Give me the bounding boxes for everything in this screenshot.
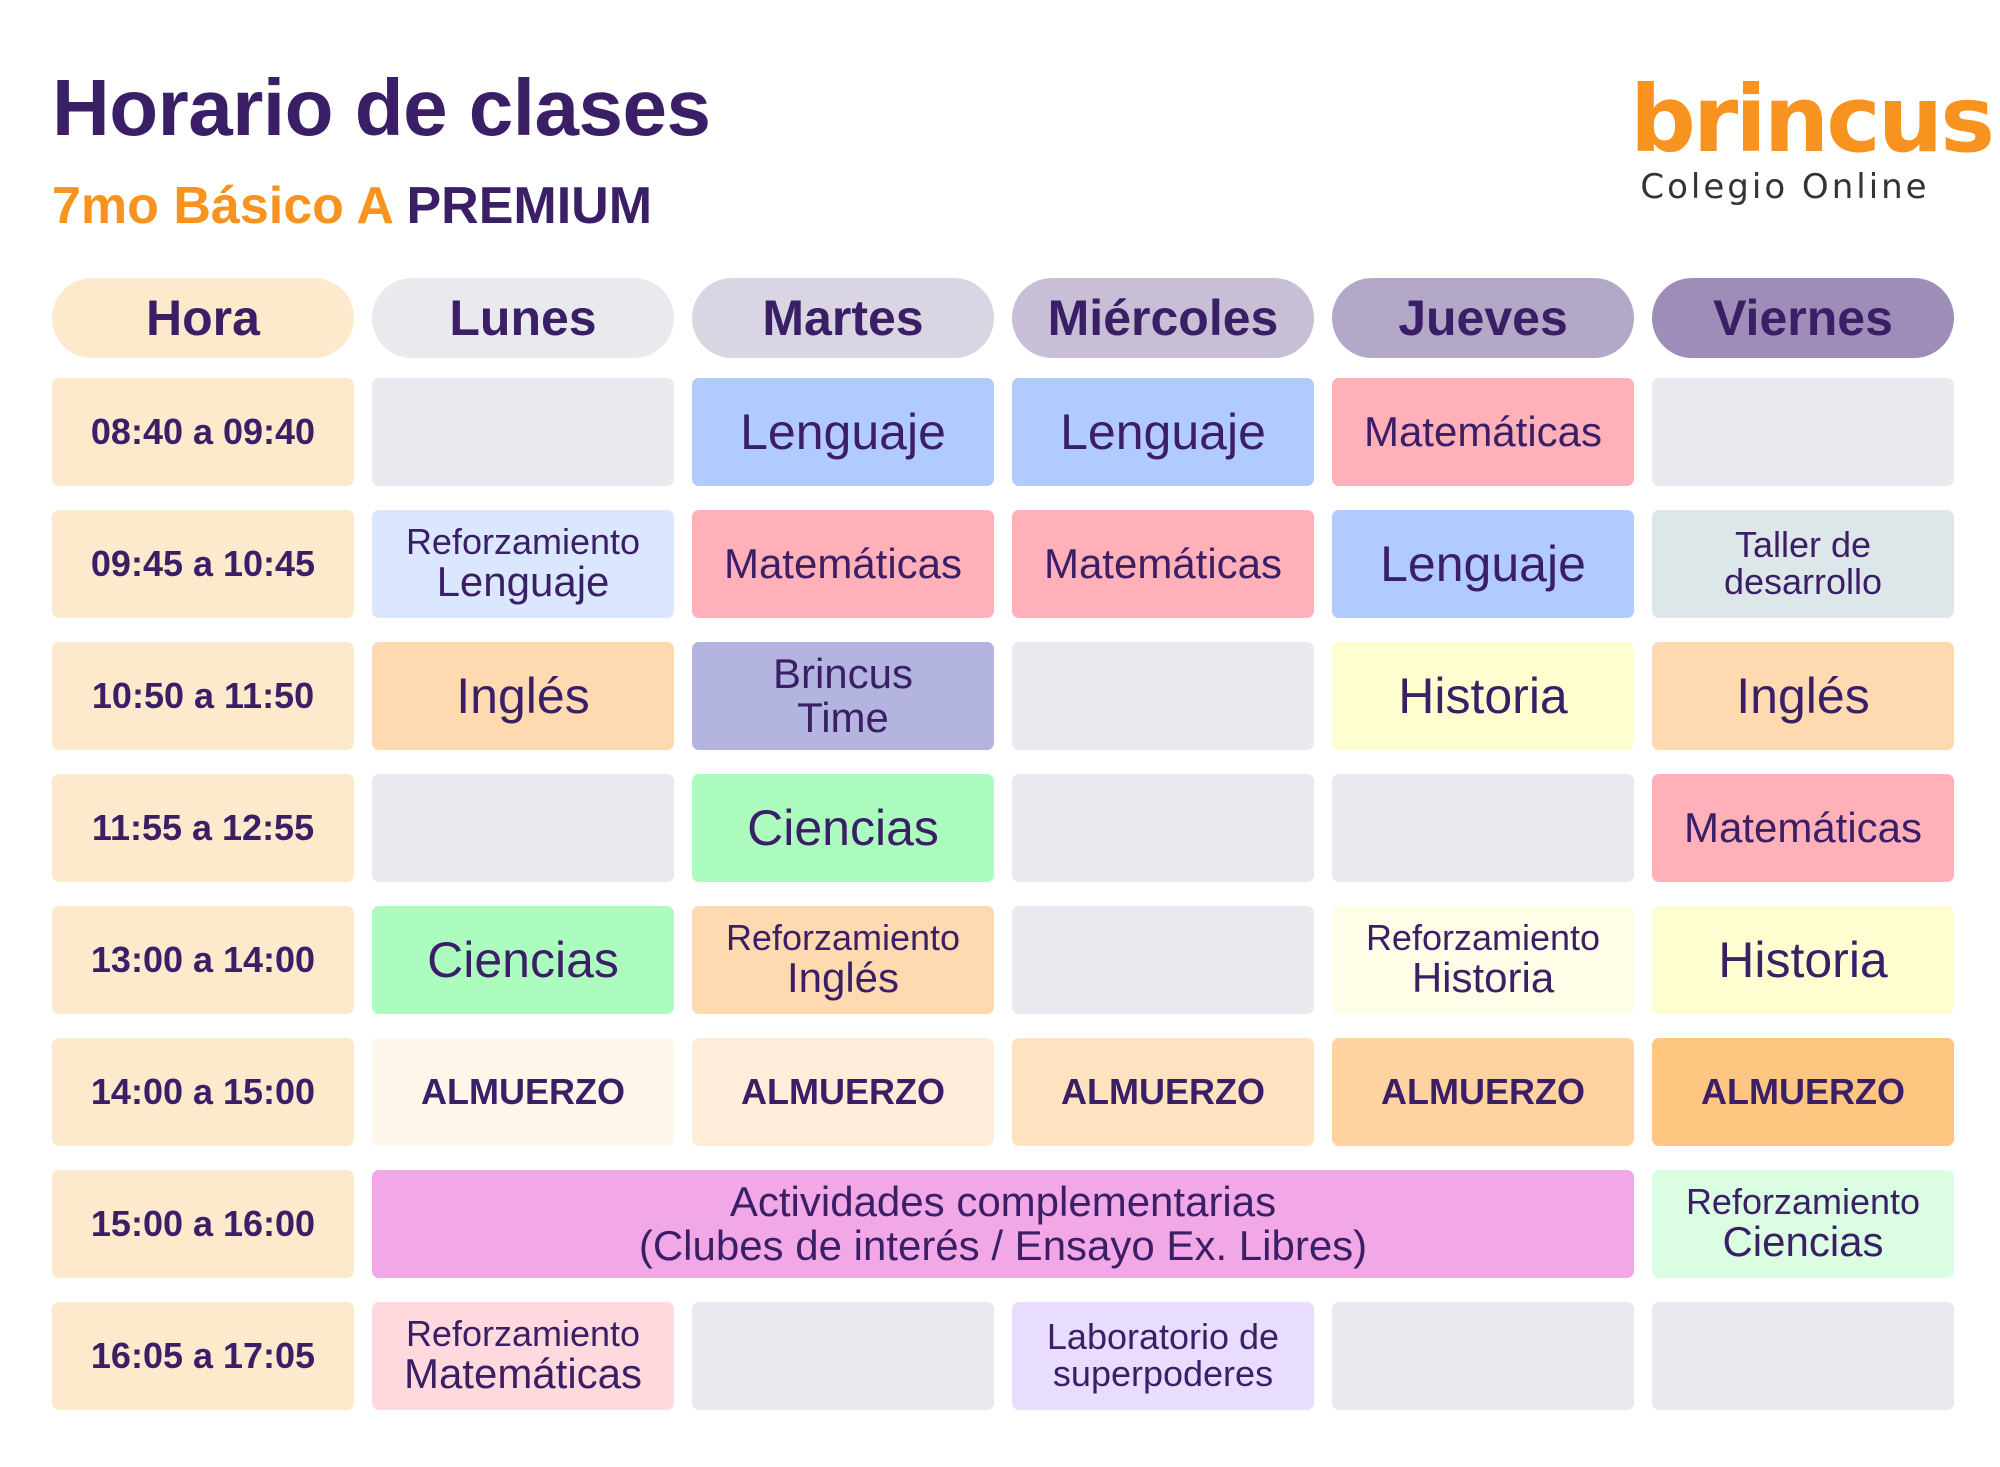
class-label-line1: Reforzamiento: [1365, 916, 1601, 958]
empty-cell: [1652, 1302, 1954, 1410]
class-cell: Reforzamiento Lenguaje: [372, 510, 674, 618]
empty-cell: [1012, 774, 1314, 882]
class-cell: Reforzamiento Historia: [1332, 906, 1634, 1014]
class-label: Inglés: [1736, 667, 1870, 724]
class-label-line2: Lenguaje: [436, 558, 610, 606]
class-cell: Inglés: [1652, 642, 1954, 750]
activities-cell: Actividades complementarias (Clubes de i…: [372, 1170, 1634, 1278]
class-cell: Matemáticas: [1012, 510, 1314, 618]
class-label-line2: Historia: [1411, 954, 1555, 1002]
time-slot: 14:00 a 15:00: [52, 1038, 354, 1146]
header-martes: Martes: [692, 278, 994, 358]
class-label: Inglés: [456, 667, 590, 724]
activities-line1: Actividades complementarias: [729, 1177, 1277, 1225]
class-label-line2: Ciencias: [1722, 1218, 1884, 1266]
lunch-cell: ALMUERZO: [1332, 1038, 1634, 1146]
brand-tagline: Colegio Online: [1640, 167, 1930, 207]
class-cell: Inglés: [372, 642, 674, 750]
class-label: Matemáticas: [1683, 803, 1923, 851]
class-cell: Reforzamiento Inglés: [692, 906, 994, 1014]
brand-logo: brincus Colegio Online: [1630, 66, 1995, 207]
class-label: Lenguaje: [1380, 535, 1586, 592]
time-slot: 08:40 a 09:40: [52, 378, 354, 486]
class-label-line2: Time: [797, 694, 889, 741]
lunch-cell: ALMUERZO: [372, 1038, 674, 1146]
course-name: 7mo Básico A: [52, 177, 393, 235]
header-viernes: Viernes: [1652, 278, 1954, 358]
empty-cell: [1332, 774, 1634, 882]
class-label: Ciencias: [747, 799, 939, 856]
brand-name: brincus: [1630, 66, 1995, 173]
class-label: Historia: [1398, 667, 1568, 724]
class-cell: Lenguaje: [1012, 378, 1314, 486]
schedule-table: Hora Lunes Martes Miércoles Jueves Viern…: [52, 278, 1954, 1434]
time-slot: 16:05 a 17:05: [52, 1302, 354, 1410]
empty-cell: [372, 378, 674, 486]
class-label-line1: Reforzamiento: [725, 916, 961, 958]
header-hora: Hora: [52, 278, 354, 358]
class-label: Matemáticas: [723, 539, 963, 587]
class-cell: Historia: [1652, 906, 1954, 1014]
class-cell: Historia: [1332, 642, 1634, 750]
lunch-label: ALMUERZO: [741, 1071, 945, 1112]
lunch-label: ALMUERZO: [1701, 1071, 1905, 1112]
time-slot: 11:55 a 12:55: [52, 774, 354, 882]
class-label: Lenguaje: [740, 403, 946, 460]
class-cell: Lenguaje: [692, 378, 994, 486]
class-label: Matemáticas: [1043, 539, 1283, 587]
time-slot: 15:00 a 16:00: [52, 1170, 354, 1278]
class-cell: Matemáticas: [692, 510, 994, 618]
lunch-cell: ALMUERZO: [1652, 1038, 1954, 1146]
class-cell: Matemáticas: [1332, 378, 1634, 486]
class-cell: Matemáticas: [1652, 774, 1954, 882]
class-cell: Taller de desarrollo: [1652, 510, 1954, 618]
class-label-line1: Brincus: [772, 649, 914, 697]
lunch-label: ALMUERZO: [1381, 1071, 1585, 1112]
class-label-line1: Taller de: [1734, 524, 1872, 566]
class-label-line2: desarrollo: [1723, 561, 1883, 602]
class-cell: Reforzamiento Ciencias: [1652, 1170, 1954, 1278]
lunch-label: ALMUERZO: [1061, 1071, 1265, 1112]
empty-cell: [1012, 906, 1314, 1014]
class-label: Matemáticas: [1363, 407, 1603, 455]
empty-cell: [372, 774, 674, 882]
time-slot: 10:50 a 11:50: [52, 642, 354, 750]
empty-cell: [1012, 642, 1314, 750]
class-cell: Ciencias: [692, 774, 994, 882]
class-label: Ciencias: [427, 931, 619, 988]
lunch-cell: ALMUERZO: [692, 1038, 994, 1146]
page-title: Horario de clases: [52, 63, 711, 152]
header-lunes: Lunes: [372, 278, 674, 358]
lunch-label: ALMUERZO: [421, 1071, 625, 1112]
class-label-line1: Reforzamiento: [1685, 1180, 1921, 1222]
plan-name: PREMIUM: [406, 177, 653, 235]
class-cell: Brincus Time: [692, 642, 994, 750]
class-label-line2: superpoderes: [1052, 1353, 1274, 1394]
class-cell: Reforzamiento Matemáticas: [372, 1302, 674, 1410]
activities-line2: (Clubes de interés / Ensayo Ex. Libres): [638, 1222, 1368, 1269]
time-slot: 09:45 a 10:45: [52, 510, 354, 618]
class-label-line2: Inglés: [786, 954, 900, 1002]
class-label-line1: Reforzamiento: [405, 1312, 641, 1354]
class-cell: Laboratorio de superpoderes: [1012, 1302, 1314, 1410]
time-slot: 13:00 a 14:00: [52, 906, 354, 1014]
empty-cell: [1652, 378, 1954, 486]
class-label: Historia: [1718, 931, 1888, 988]
class-label-line2: Matemáticas: [403, 1350, 643, 1398]
class-label: Lenguaje: [1060, 403, 1266, 460]
empty-cell: [692, 1302, 994, 1410]
lunch-cell: ALMUERZO: [1012, 1038, 1314, 1146]
page-subtitle: 7mo Básico A PREMIUM: [52, 180, 652, 232]
class-label-line1: Laboratorio de: [1046, 1316, 1280, 1358]
header-miercoles: Miércoles: [1012, 278, 1314, 358]
class-cell: Ciencias: [372, 906, 674, 1014]
empty-cell: [1332, 1302, 1634, 1410]
class-cell: Lenguaje: [1332, 510, 1634, 618]
header-jueves: Jueves: [1332, 278, 1634, 358]
class-label-line1: Reforzamiento: [405, 520, 641, 562]
